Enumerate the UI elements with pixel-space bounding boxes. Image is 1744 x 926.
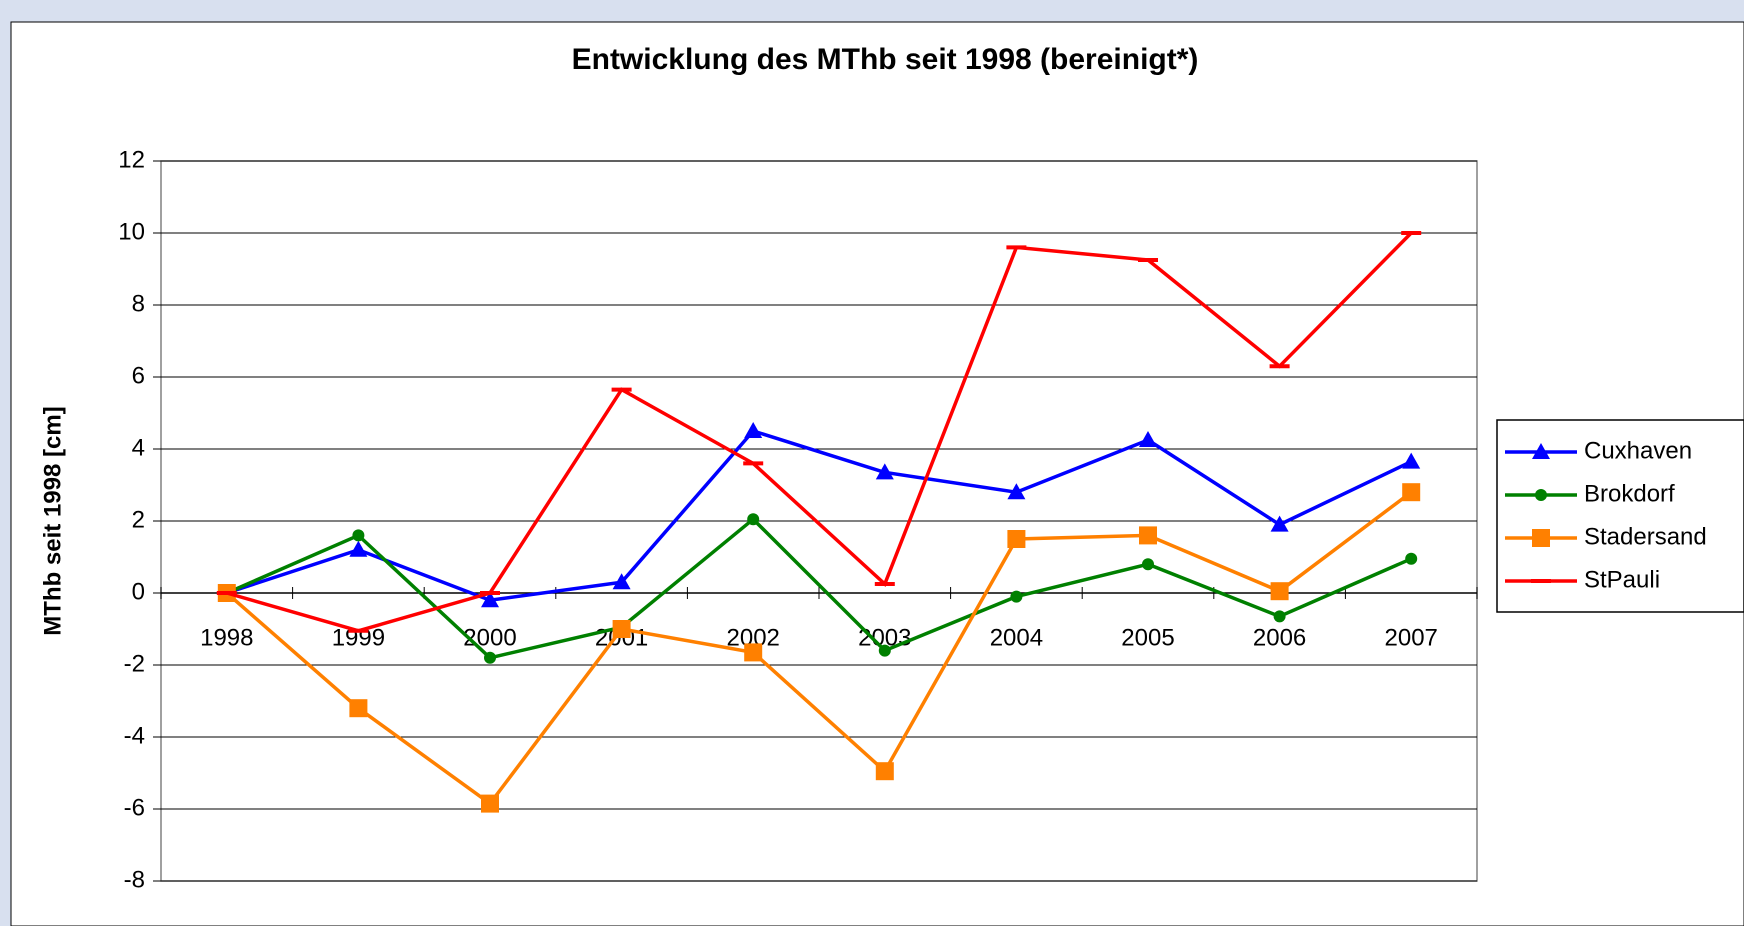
y-tick-label: 10	[118, 218, 145, 245]
x-tick-label: 2000	[463, 624, 516, 651]
legend-marker	[1532, 529, 1550, 547]
y-tick-label: -4	[124, 722, 145, 749]
y-tick-label: 2	[132, 506, 145, 533]
data-point	[352, 529, 365, 542]
data-point	[1139, 431, 1157, 447]
chart-title: Entwicklung des MThb seit 1998 (bereinig…	[572, 43, 1199, 76]
x-tick-label: 2007	[1385, 624, 1438, 651]
legend-label: Stadersand	[1584, 523, 1707, 550]
data-point	[1402, 452, 1421, 469]
y-tick-label: -6	[124, 794, 145, 821]
y-tick-label: -8	[124, 866, 145, 893]
data-point	[1270, 582, 1289, 601]
legend-label: Cuxhaven	[1584, 437, 1692, 464]
y-tick-label: 0	[132, 578, 145, 605]
series-line	[226, 428, 1412, 602]
x-tick-label: 1999	[332, 624, 385, 651]
data-point	[612, 620, 631, 638]
data-point	[1007, 530, 1026, 548]
data-point	[875, 463, 894, 480]
data-point	[484, 651, 496, 664]
data-point	[481, 591, 499, 608]
y-tick-label: 4	[132, 434, 145, 461]
y-tick-label: 6	[132, 362, 145, 389]
data-point	[1270, 515, 1289, 532]
data-point	[1007, 483, 1026, 500]
x-tick-label: 1998	[200, 624, 253, 651]
data-point	[481, 794, 499, 813]
series-line	[226, 516, 1412, 660]
data-point	[1273, 610, 1286, 623]
legend-marker	[1532, 443, 1550, 459]
legend-label: StPauli	[1584, 566, 1660, 593]
data-point	[349, 699, 368, 718]
data-point	[1139, 526, 1157, 545]
series-line	[226, 231, 1413, 633]
x-tick-label: 2006	[1253, 624, 1306, 651]
data-point	[1405, 552, 1418, 565]
series-line	[225, 490, 1413, 807]
data-point	[744, 422, 763, 438]
x-tick-label: 2005	[1121, 624, 1174, 651]
data-point	[744, 643, 763, 662]
data-point	[349, 540, 368, 557]
data-point	[1142, 558, 1154, 571]
y-tick-label: 8	[132, 290, 145, 317]
data-point	[1402, 483, 1421, 502]
y-tick-label: -2	[124, 650, 145, 677]
y-tick-label: 12	[118, 146, 145, 173]
x-tick-label: 2004	[990, 624, 1043, 651]
data-point	[1010, 590, 1023, 603]
legend-marker	[1535, 489, 1547, 501]
data-point	[612, 573, 631, 590]
data-point	[747, 513, 760, 526]
y-axis-label: MThb seit 1998 [cm]	[39, 406, 66, 635]
legend-label: Brokdorf	[1584, 480, 1675, 507]
data-point	[875, 762, 894, 781]
data-point	[878, 644, 891, 657]
